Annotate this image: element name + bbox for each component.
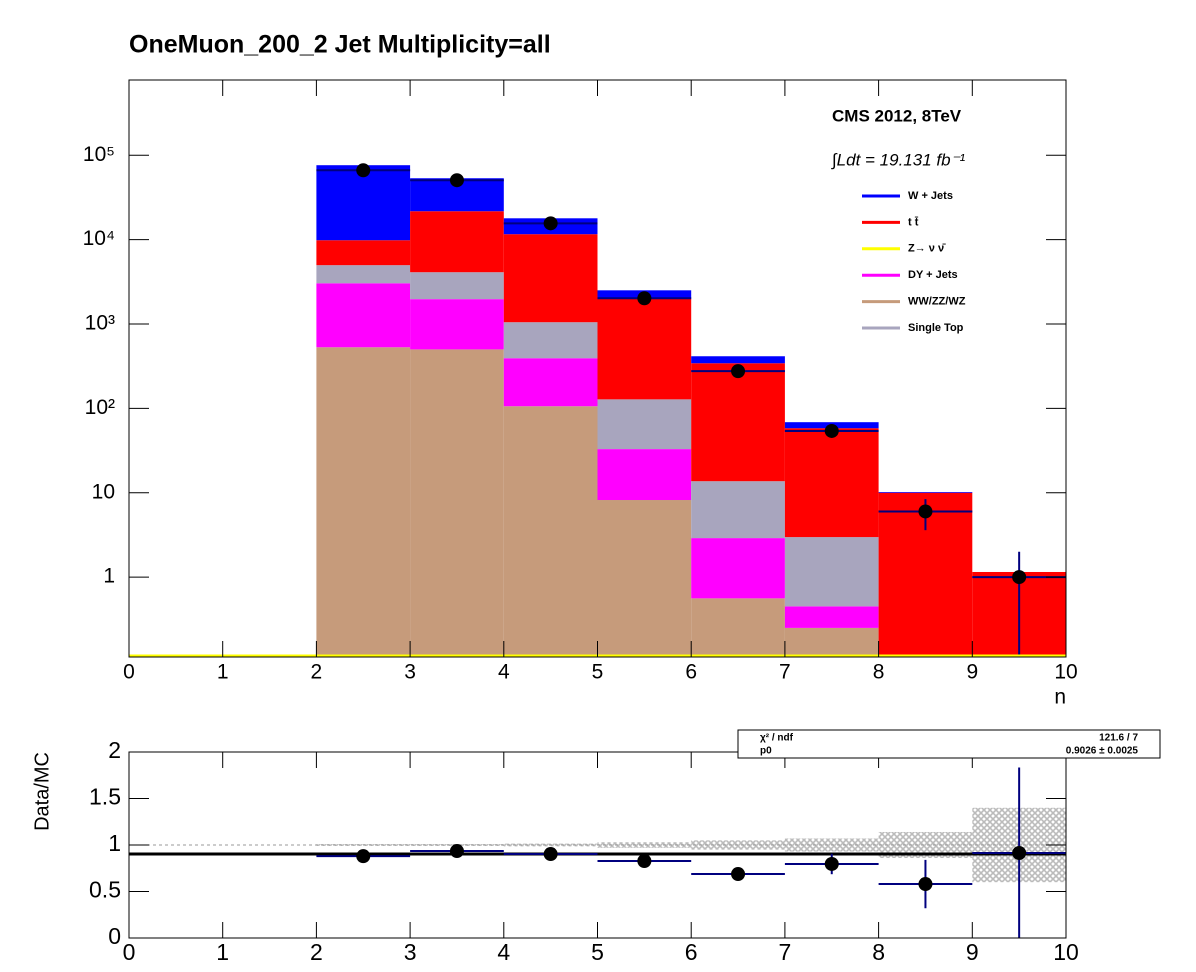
ratio-point <box>731 867 746 882</box>
y-tick-label: 0 <box>108 923 121 949</box>
x-tick-label: 5 <box>591 939 604 965</box>
x-tick-label: 10 <box>1054 661 1077 684</box>
x-tick-label: 10 <box>1053 939 1079 965</box>
stack-segment <box>316 283 411 348</box>
stack-segment <box>784 537 879 607</box>
stack-segment <box>410 272 504 300</box>
data-point <box>543 216 558 231</box>
data-point <box>824 423 839 438</box>
stack-segment <box>691 598 785 657</box>
stack-segment <box>597 500 692 657</box>
data-point <box>449 173 464 188</box>
y-tick-label: 10³ <box>85 312 115 335</box>
x-tick-label: 8 <box>872 939 885 965</box>
ratio-point <box>824 856 839 871</box>
x-tick-label: 4 <box>497 939 510 965</box>
ratio-point <box>449 844 464 859</box>
x-tick-label: 6 <box>685 661 697 684</box>
top-plot <box>316 163 1066 657</box>
experiment-label: CMS 2012, 8TeV <box>832 106 962 125</box>
fit-chi2-label: χ² / ndf <box>760 733 794 744</box>
x-tick-label: 0 <box>123 661 135 684</box>
data-point <box>731 364 746 379</box>
stack-segment <box>316 165 411 241</box>
y-tick-label: 2 <box>108 737 121 763</box>
y-tick-label: 10⁵ <box>83 143 115 166</box>
stack-segment <box>597 399 692 450</box>
ratio-point <box>543 847 558 862</box>
stack-segment <box>691 538 785 599</box>
y-tick-label: 1 <box>103 565 115 588</box>
y-tick-label: 10² <box>85 396 115 419</box>
fit-p0-label: p0 <box>760 746 772 757</box>
ratio-point <box>1012 845 1027 860</box>
legend-label: Single Top <box>908 322 964 334</box>
x-tick-label: 5 <box>592 661 604 684</box>
stack-segment <box>316 240 411 266</box>
x-tick-label: 2 <box>310 939 323 965</box>
data-point <box>637 291 652 306</box>
chart-title: OneMuon_200_2 Jet Multiplicity=all <box>129 31 551 59</box>
x-tick-label: 1 <box>216 939 229 965</box>
x-tick-label: 9 <box>966 939 979 965</box>
stack-segment <box>784 627 879 657</box>
x-tick-label: 8 <box>873 661 885 684</box>
stack-segment <box>784 606 879 628</box>
y-tick-label: 10 <box>92 480 115 503</box>
stack-segment <box>410 299 504 350</box>
data-point <box>918 504 933 519</box>
mc-uncertainty-band <box>691 840 785 850</box>
y-tick-label: 10⁴ <box>83 227 115 250</box>
fit-box <box>737 729 1161 759</box>
stack-segment <box>503 322 598 359</box>
stack-segment <box>410 211 504 273</box>
stack-segment <box>784 428 879 538</box>
stack-segment <box>316 347 411 657</box>
x-tick-label: 3 <box>404 939 417 965</box>
legend-label: WW/ZZ/WZ <box>908 296 966 308</box>
legend-label: t t̄ <box>908 216 919 228</box>
x-tick-label: 7 <box>779 661 791 684</box>
y-tick-label: 0.5 <box>89 877 121 903</box>
ratio-point <box>356 849 371 864</box>
x-tick-label: 2 <box>311 661 323 684</box>
x-axis-label: n <box>1054 686 1066 709</box>
ratio-point <box>918 877 933 892</box>
x-tick-label: 3 <box>404 661 416 684</box>
stack-segment <box>878 492 973 493</box>
y-axis-label: Data/MC <box>31 752 53 831</box>
x-tick-label: 1 <box>217 661 229 684</box>
stack-segment <box>691 356 785 364</box>
data-point <box>1012 570 1027 585</box>
ratio-plot <box>129 767 1066 938</box>
stack-segment <box>410 349 504 657</box>
legend-label: DY + Jets <box>908 269 958 281</box>
stack-segment <box>503 406 598 657</box>
stack-segment <box>316 265 411 284</box>
luminosity-label: ∫Ldt = 19.131 fb⁻¹ <box>831 150 966 169</box>
mc-uncertainty-band <box>597 842 692 848</box>
x-tick-label: 0 <box>123 939 136 965</box>
data-point <box>356 163 371 178</box>
x-tick-label: 6 <box>685 939 698 965</box>
stack-segment <box>503 358 598 407</box>
x-tick-label: 9 <box>966 661 978 684</box>
stack-segment <box>503 234 598 323</box>
ratio-point <box>637 853 652 868</box>
x-tick-label: 4 <box>498 661 510 684</box>
fit-p0-value: 0.9026 ± 0.0025 <box>1066 746 1139 757</box>
legend-label: Z→ ν ν̄ <box>908 243 946 255</box>
stack-segment <box>597 298 692 400</box>
y-tick-label: 1.5 <box>89 784 121 810</box>
fit-chi2-value: 121.6 / 7 <box>1099 733 1138 744</box>
stack-segment <box>691 363 785 482</box>
stack-segment <box>691 481 785 539</box>
x-tick-label: 7 <box>779 939 792 965</box>
legend-label: W + Jets <box>908 190 953 202</box>
stack-segment <box>597 449 692 501</box>
y-tick-label: 1 <box>108 830 121 856</box>
